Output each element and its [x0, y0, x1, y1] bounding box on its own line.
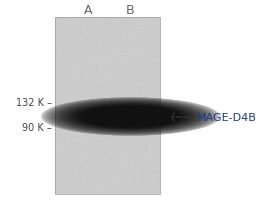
Text: B: B	[126, 3, 134, 16]
Bar	[55, 18, 160, 194]
Text: A: A	[84, 3, 92, 16]
Text: MAGE-D4B: MAGE-D4B	[197, 113, 257, 122]
Text: 132 K –: 132 K –	[16, 98, 52, 107]
Text: 90 K –: 90 K –	[22, 122, 52, 132]
